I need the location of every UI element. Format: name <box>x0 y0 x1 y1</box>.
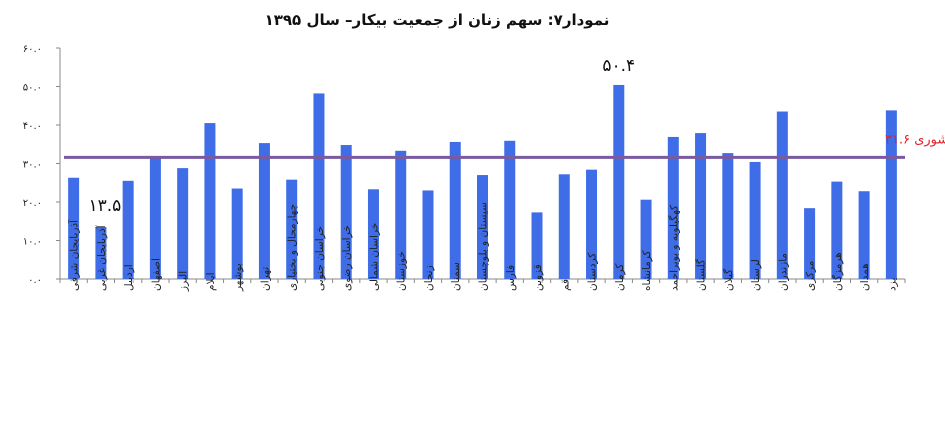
bar <box>776 111 788 280</box>
bar <box>695 133 707 279</box>
x-tick-label: اصفهان <box>150 258 162 291</box>
data-label: ۱۳.۵ <box>88 196 121 216</box>
x-tick-label: کرمانشاه <box>641 250 653 291</box>
y-tick-label: ۱۰.۰ <box>23 237 42 248</box>
x-tick-label: خراسان جنوبی <box>314 226 326 291</box>
x-tick-label: لرستان <box>750 259 762 291</box>
x-tick-label: البرز <box>178 271 190 292</box>
bar <box>422 190 434 279</box>
bar <box>722 153 734 279</box>
bar <box>831 181 843 279</box>
x-tick-label: سیستان و بلوچستان <box>478 202 490 291</box>
x-tick-label: قم <box>559 279 571 291</box>
bar <box>586 169 598 279</box>
bar <box>804 208 816 279</box>
x-tick-label: ایلام <box>205 272 217 291</box>
x-tick-label: همدان <box>859 263 871 291</box>
bar <box>477 175 488 279</box>
bar <box>286 179 298 279</box>
bar <box>667 136 679 279</box>
x-tick-label: خراسان رضوی <box>341 225 353 291</box>
x-tick-label: گلستان <box>695 259 708 291</box>
plot-area: ۰.۰ ۱۰.۰ ۲۰.۰ ۳۰.۰ ۴۰.۰ ۵۰.۰ ۶۰.۰ آذربایجان شرق… <box>23 44 945 292</box>
bar <box>367 189 379 279</box>
x-tick-label: خراسان شمالی <box>368 223 380 291</box>
bar <box>885 110 897 280</box>
bar <box>395 150 407 279</box>
x-tick-label: چهارمحال و بختیاری <box>287 204 299 291</box>
x-tick-label: گیلان <box>722 269 735 291</box>
reference-line-label: کشوری ۳۱.۶ <box>885 132 945 147</box>
x-tick-label: کهگیلویه و بویراحمد <box>667 205 680 291</box>
x-tick-label: آذربایجان شرقی <box>68 219 81 291</box>
bar <box>258 143 270 279</box>
x-tick-label: آذربایجان غربی <box>95 224 108 291</box>
chart-title: نمودار۷: سهم زنان از جمعیت بیکار– سال ۱۳… <box>265 11 610 29</box>
x-tick-label: فارس <box>505 265 517 291</box>
bar <box>531 212 543 279</box>
x-tick-label: زنجان <box>423 265 435 291</box>
bar <box>858 191 870 279</box>
x-tick-label: بوشهر <box>232 263 244 292</box>
bar <box>313 93 325 280</box>
y-tick-label: ۴۰.۰ <box>23 121 42 132</box>
x-tick-label: کرمان <box>614 264 626 291</box>
bar <box>749 161 761 279</box>
bar <box>558 174 570 279</box>
x-tick-label: مرکزی <box>805 261 817 291</box>
x-tick-label: یزد <box>886 278 898 291</box>
bar <box>613 84 625 280</box>
bar <box>504 140 516 279</box>
bar <box>122 180 134 279</box>
data-label: ۵۰.۴ <box>602 56 635 76</box>
bar <box>149 157 161 279</box>
bar <box>95 227 107 279</box>
x-tick-label: تهران <box>259 267 271 291</box>
x-tick-label: خوزستان <box>396 251 408 291</box>
bar <box>340 145 352 279</box>
y-tick-label: ۶۰.۰ <box>23 44 42 55</box>
bar <box>68 177 80 279</box>
y-tick-label: ۲۰.۰ <box>23 198 42 209</box>
x-tick-label: مازندران <box>777 253 789 291</box>
bar <box>449 141 461 279</box>
y-tick-label: ۵۰.۰ <box>23 83 42 94</box>
bar <box>640 199 652 279</box>
x-tick-label: قزوین <box>532 264 544 291</box>
x-tick-label: کردستان <box>587 253 599 291</box>
bar <box>177 168 189 279</box>
x-tick-label: هرمزگان <box>831 252 844 291</box>
bar <box>204 123 216 279</box>
y-tick-label: ۰.۰ <box>28 275 42 286</box>
y-tick-label: ۳۰.۰ <box>23 160 42 171</box>
bar <box>231 188 243 279</box>
x-tick-label: سمنان <box>450 262 462 291</box>
x-tick-label: اردبیل <box>123 264 135 291</box>
